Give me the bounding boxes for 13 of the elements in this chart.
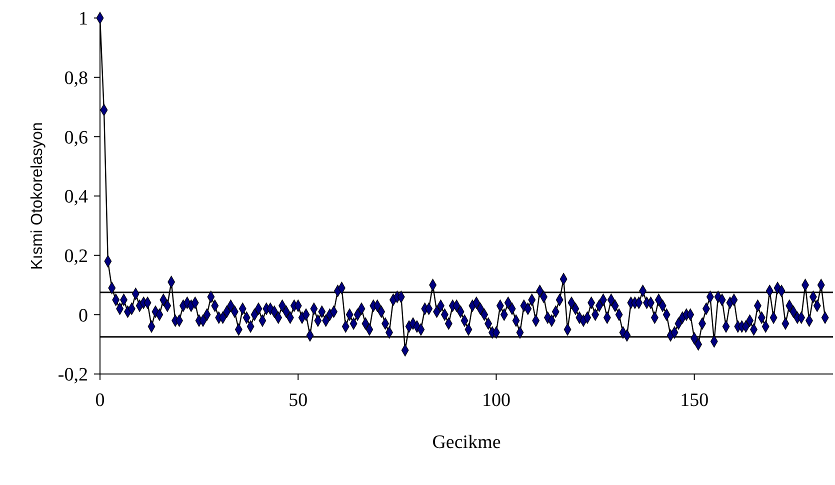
x-axis-title: Gecikme [432, 432, 501, 453]
x-tick-label: 50 [288, 390, 308, 411]
y-tick-label: -0,2 [58, 364, 88, 386]
x-tick-label: 150 [680, 390, 709, 411]
y-tick-label: 0,8 [64, 68, 88, 89]
x-tick-label: 100 [482, 390, 510, 411]
y-tick-label: 1 [78, 8, 88, 30]
y-tick-label: 0,2 [64, 246, 88, 267]
y-tick-label: 0,4 [64, 186, 88, 208]
y-tick-label: 0,6 [64, 127, 88, 148]
x-tick-label: 0 [95, 390, 105, 411]
y-tick-label: 0 [78, 305, 88, 326]
y-axis-title: Kısmi Otokorelasyon [29, 122, 46, 270]
